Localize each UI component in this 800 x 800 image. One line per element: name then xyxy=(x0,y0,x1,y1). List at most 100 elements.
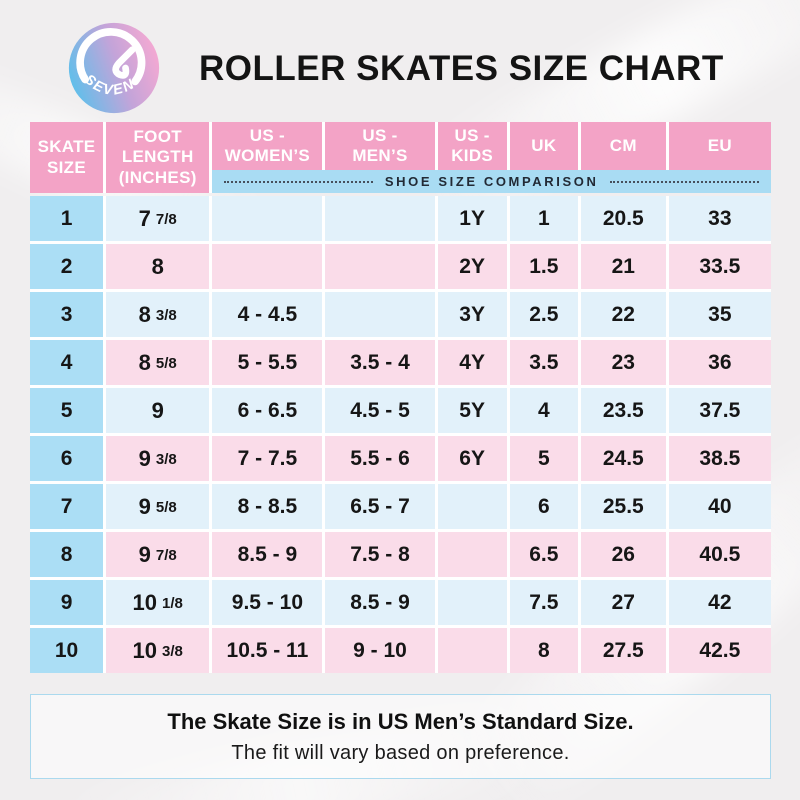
cell-foot-length: 7 7/8 xyxy=(106,196,210,241)
cell-cm: 21 xyxy=(580,244,666,289)
cell-us-womens: 9.5 - 10 xyxy=(212,580,323,625)
cell-foot-length: 8 xyxy=(106,244,210,289)
cell-us-mens: 9 - 10 xyxy=(325,628,435,673)
table-header: SKATE SIZE FOOT LENGTH (INCHES) US - WOM… xyxy=(30,122,771,193)
foot-length-fraction: 5/8 xyxy=(155,355,177,372)
footer-note-secondary: The fit will vary based on preference. xyxy=(231,741,570,764)
cell-us-mens: 4.5 - 5 xyxy=(325,388,435,433)
foot-length-fraction: 3/8 xyxy=(155,307,177,324)
cell-eu: 38.5 xyxy=(668,436,771,481)
cell-skate-size: 5 xyxy=(30,388,104,433)
cell-us-womens: 5 - 5.5 xyxy=(212,340,323,385)
cell-foot-length: 9 xyxy=(106,388,210,433)
foot-length-fraction: 5/8 xyxy=(155,499,177,516)
cell-eu: 42.5 xyxy=(668,628,771,673)
cell-uk: 7.5 xyxy=(509,580,578,625)
cell-us-mens: 7.5 - 8 xyxy=(325,532,435,577)
cell-cm: 27.5 xyxy=(580,628,666,673)
cell-foot-length: 10 1/8 xyxy=(106,580,210,625)
cell-us-kids: 1Y xyxy=(437,196,507,241)
foot-length-whole: 10 xyxy=(132,589,158,615)
cell-eu: 33 xyxy=(668,196,771,241)
cell-eu: 33.5 xyxy=(668,244,771,289)
cell-cm: 25.5 xyxy=(580,484,666,529)
cell-us-kids xyxy=(437,628,507,673)
column-header-eu: EU xyxy=(668,122,771,170)
cell-us-mens: 5.5 - 6 xyxy=(325,436,435,481)
skate-glyph-hook-icon xyxy=(112,46,136,79)
footer-note-primary: The Skate Size is in US Men’s Standard S… xyxy=(167,708,634,734)
cell-eu: 40.5 xyxy=(668,532,771,577)
cell-cm: 20.5 xyxy=(580,196,666,241)
cell-us-kids xyxy=(437,580,507,625)
foot-length-whole: 9 xyxy=(138,445,151,471)
cell-cm: 26 xyxy=(580,532,666,577)
cell-uk: 6.5 xyxy=(509,532,578,577)
cell-uk: 8 xyxy=(509,628,578,673)
cell-uk: 4 xyxy=(509,388,578,433)
cell-us-womens: 10.5 - 11 xyxy=(212,628,323,673)
foot-length-whole: 9 xyxy=(138,493,151,519)
column-header-us-mens: US - MEN’S xyxy=(325,122,435,170)
cell-skate-size: 4 xyxy=(30,340,104,385)
cell-skate-size: 6 xyxy=(30,436,104,481)
seven-brand-logo: SEVEN xyxy=(68,22,160,114)
foot-length-fraction: 7/8 xyxy=(155,547,177,564)
cell-us-womens: 8.5 - 9 xyxy=(212,532,323,577)
cell-skate-size: 1 xyxy=(30,196,104,241)
foot-length-whole: 10 xyxy=(132,637,158,663)
cell-us-mens: 8.5 - 9 xyxy=(325,580,435,625)
cell-us-kids: 6Y xyxy=(437,436,507,481)
foot-length-whole: 9 xyxy=(151,397,164,423)
cell-skate-size: 3 xyxy=(30,292,104,337)
column-header-foot-length: FOOT LENGTH (INCHES) xyxy=(106,122,210,193)
column-header-skate-size: SKATE SIZE xyxy=(30,122,104,193)
cell-us-mens: 3.5 - 4 xyxy=(325,340,435,385)
cell-uk: 2.5 xyxy=(509,292,578,337)
cell-us-mens xyxy=(325,292,435,337)
cell-eu: 42 xyxy=(668,580,771,625)
cell-cm: 27 xyxy=(580,580,666,625)
foot-length-fraction: 3/8 xyxy=(162,643,183,660)
cell-cm: 22 xyxy=(580,292,666,337)
cell-foot-length: 8 5/8 xyxy=(106,340,210,385)
cell-uk: 1.5 xyxy=(509,244,578,289)
foot-length-fraction: 7/8 xyxy=(155,211,177,228)
footer-note-box: The Skate Size is in US Men’s Standard S… xyxy=(30,694,771,779)
cell-cm: 23.5 xyxy=(580,388,666,433)
cell-uk: 6 xyxy=(509,484,578,529)
cell-us-kids: 3Y xyxy=(437,292,507,337)
cell-us-kids: 2Y xyxy=(437,244,507,289)
cell-foot-length: 9 3/8 xyxy=(106,436,210,481)
cell-us-mens xyxy=(325,196,435,241)
column-header-uk: UK xyxy=(509,122,578,170)
cell-foot-length: 8 3/8 xyxy=(106,292,210,337)
foot-length-fraction: 3/8 xyxy=(155,451,177,468)
page-title: ROLLER SKATES SIZE CHART xyxy=(199,49,724,88)
foot-length-whole: 8 xyxy=(138,301,151,327)
cell-eu: 35 xyxy=(668,292,771,337)
cell-skate-size: 8 xyxy=(30,532,104,577)
foot-length-whole: 7 xyxy=(138,205,151,231)
cell-uk: 5 xyxy=(509,436,578,481)
foot-length-whole: 8 xyxy=(151,253,164,279)
cell-us-kids: 5Y xyxy=(437,388,507,433)
cell-eu: 36 xyxy=(668,340,771,385)
foot-length-fraction: 1/8 xyxy=(162,595,183,612)
cell-us-womens: 6 - 6.5 xyxy=(212,388,323,433)
cell-us-womens xyxy=(212,244,323,289)
cell-us-mens: 6.5 - 7 xyxy=(325,484,435,529)
cell-us-womens: 4 - 4.5 xyxy=(212,292,323,337)
cell-skate-size: 7 xyxy=(30,484,104,529)
cell-eu: 40 xyxy=(668,484,771,529)
cell-foot-length: 9 7/8 xyxy=(106,532,210,577)
cell-us-kids xyxy=(437,484,507,529)
column-header-cm: CM xyxy=(580,122,666,170)
cell-us-womens xyxy=(212,196,323,241)
cell-foot-length: 10 3/8 xyxy=(106,628,210,673)
cell-cm: 23 xyxy=(580,340,666,385)
cell-uk: 3.5 xyxy=(509,340,578,385)
foot-length-whole: 8 xyxy=(138,349,151,375)
cell-us-womens: 8 - 8.5 xyxy=(212,484,323,529)
cell-uk: 1 xyxy=(509,196,578,241)
